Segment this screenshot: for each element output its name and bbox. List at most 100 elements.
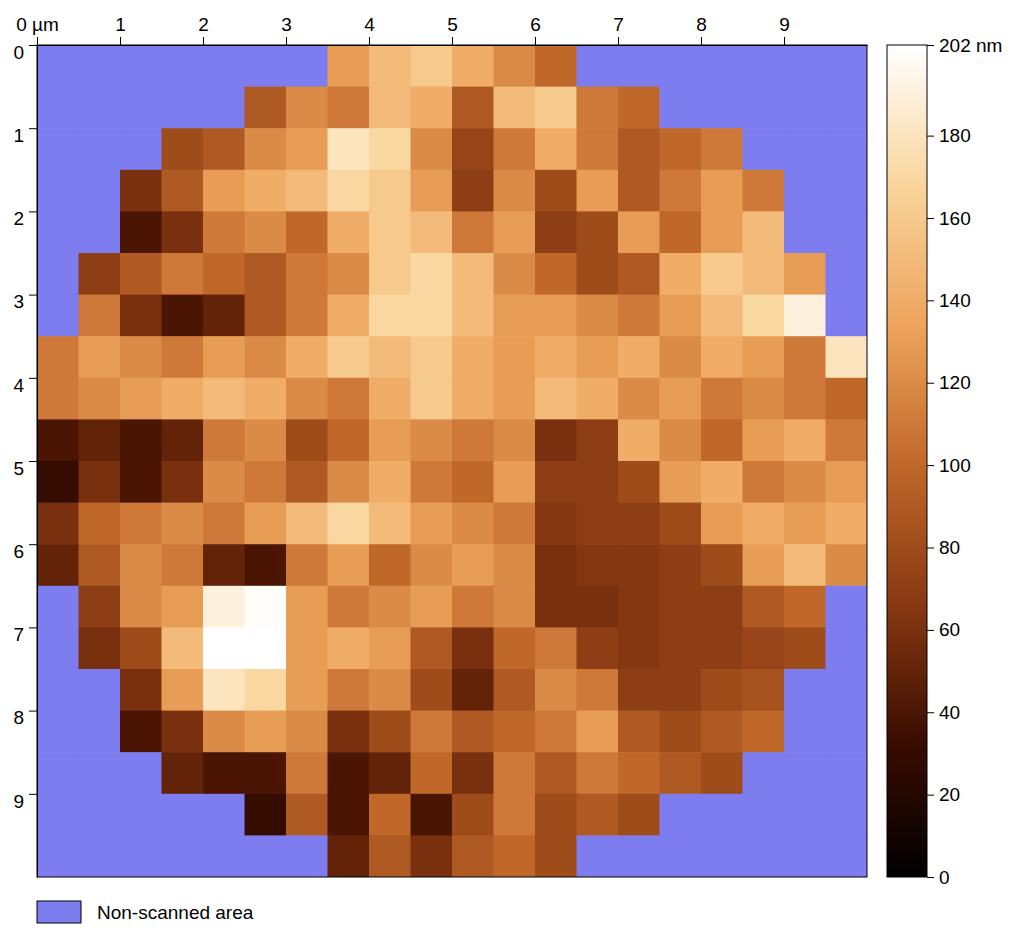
tick-label: 40 xyxy=(939,702,960,723)
height-cell xyxy=(411,544,453,586)
non-scanned-cell xyxy=(784,87,826,129)
height-cell xyxy=(826,544,868,586)
height-cell xyxy=(535,669,577,711)
height-cell xyxy=(203,253,245,295)
height-cell xyxy=(286,253,328,295)
tick: 3 xyxy=(13,291,37,312)
height-cell xyxy=(411,336,453,378)
height-cell xyxy=(535,378,577,420)
height-cell xyxy=(577,419,619,461)
height-cell xyxy=(203,378,245,420)
height-cell xyxy=(162,503,204,545)
non-scanned-cell xyxy=(826,627,868,669)
height-cell xyxy=(577,128,619,170)
height-cell xyxy=(120,170,162,212)
height-cell xyxy=(535,627,577,669)
tick: 120 xyxy=(927,372,971,393)
height-cell xyxy=(245,419,287,461)
height-cell xyxy=(411,253,453,295)
height-cell xyxy=(618,544,660,586)
non-scanned-cell xyxy=(79,211,121,253)
tick-label: 100 xyxy=(939,455,971,476)
height-cell xyxy=(494,211,536,253)
height-cell xyxy=(286,752,328,794)
height-cell xyxy=(162,586,204,628)
non-scanned-cell xyxy=(784,835,826,877)
height-cell xyxy=(660,627,702,669)
non-scanned-cell xyxy=(784,128,826,170)
height-cell xyxy=(328,461,370,503)
height-cell xyxy=(203,336,245,378)
height-cell xyxy=(245,794,287,836)
height-cell xyxy=(286,627,328,669)
tick-label: 20 xyxy=(939,784,960,805)
height-cell xyxy=(203,503,245,545)
non-scanned-cell xyxy=(79,752,121,794)
heatmap-cells xyxy=(37,45,867,877)
height-cell xyxy=(120,336,162,378)
height-cell xyxy=(120,503,162,545)
non-scanned-cell xyxy=(784,45,826,87)
height-cell xyxy=(701,627,743,669)
non-scanned-cell xyxy=(203,835,245,877)
height-cell xyxy=(701,711,743,753)
height-cell xyxy=(743,627,785,669)
height-cell xyxy=(535,794,577,836)
height-cell xyxy=(328,794,370,836)
tick: 20 xyxy=(927,784,960,805)
height-cell xyxy=(784,336,826,378)
height-cell xyxy=(79,295,121,337)
height-cell xyxy=(203,128,245,170)
height-cell xyxy=(660,336,702,378)
non-scanned-cell xyxy=(79,170,121,212)
height-cell xyxy=(120,211,162,253)
height-cell xyxy=(660,128,702,170)
height-cell xyxy=(535,752,577,794)
tick-mark xyxy=(29,211,37,212)
height-cell xyxy=(328,669,370,711)
non-scanned-cell xyxy=(660,835,702,877)
tick-label: 0 xyxy=(13,42,24,63)
height-cell xyxy=(411,170,453,212)
non-scanned-cell xyxy=(79,87,121,129)
height-cell xyxy=(162,253,204,295)
height-cell xyxy=(618,461,660,503)
height-cell xyxy=(535,503,577,545)
non-scanned-cell xyxy=(826,128,868,170)
tick-mark xyxy=(927,218,934,219)
colorbar-axis: 020406080100120140160180202 nm xyxy=(927,35,1002,888)
height-cell xyxy=(784,503,826,545)
tick-mark xyxy=(29,128,37,129)
height-cell xyxy=(535,87,577,129)
non-scanned-cell xyxy=(37,835,79,877)
non-scanned-cell xyxy=(79,669,121,711)
tick-mark xyxy=(369,37,370,45)
tick-mark xyxy=(37,37,38,45)
height-cell xyxy=(37,336,79,378)
tick: 1 xyxy=(13,125,37,146)
height-cell xyxy=(701,752,743,794)
height-cell xyxy=(369,128,411,170)
height-cell xyxy=(79,586,121,628)
non-scanned-cell xyxy=(784,794,826,836)
height-cell xyxy=(328,45,370,87)
height-cell xyxy=(120,586,162,628)
height-cell xyxy=(286,711,328,753)
height-cell xyxy=(826,503,868,545)
height-cell xyxy=(79,419,121,461)
height-cell xyxy=(452,128,494,170)
height-cell xyxy=(328,586,370,628)
non-scanned-cell xyxy=(826,87,868,129)
tick-label: 7 xyxy=(613,14,624,35)
tick-label: 4 xyxy=(13,375,24,396)
height-cell xyxy=(535,544,577,586)
height-cell xyxy=(660,295,702,337)
tick: 40 xyxy=(927,702,960,723)
height-cell xyxy=(411,627,453,669)
height-cell xyxy=(535,128,577,170)
height-cell xyxy=(203,627,245,669)
height-cell xyxy=(120,544,162,586)
non-scanned-cell xyxy=(37,253,79,295)
height-cell xyxy=(494,586,536,628)
tick-mark xyxy=(701,37,702,45)
